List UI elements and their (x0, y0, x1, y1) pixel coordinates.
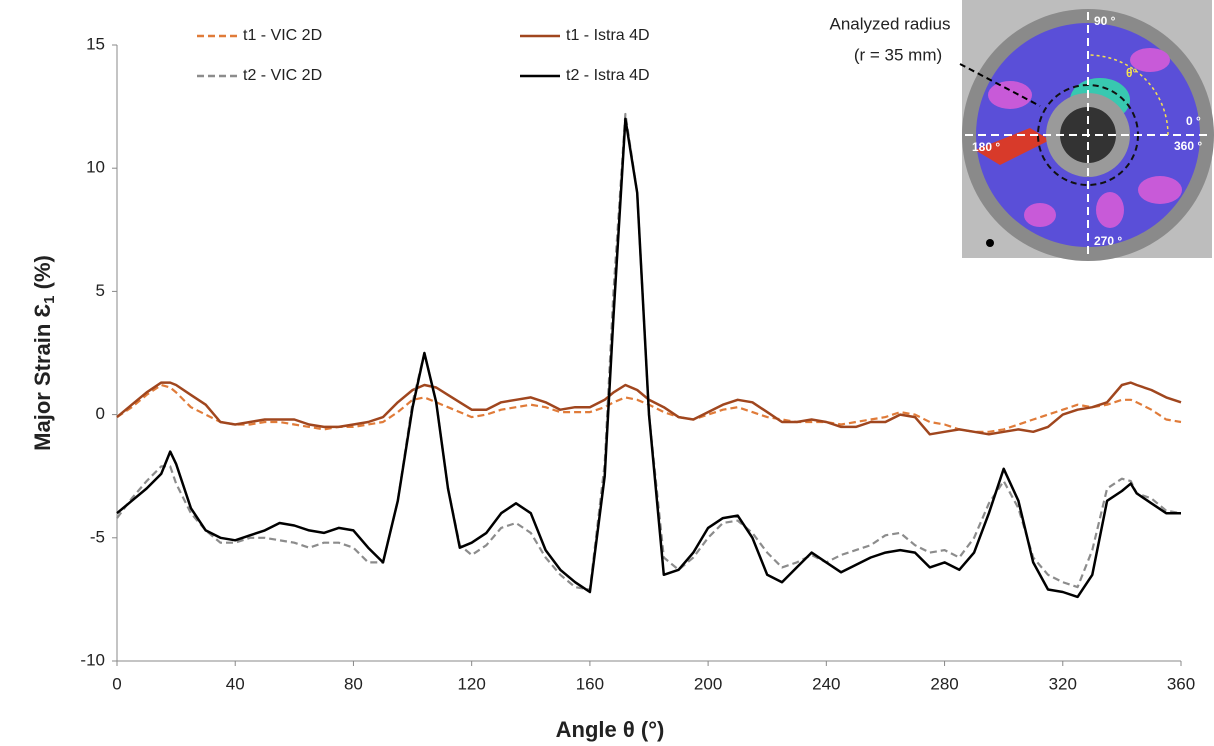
y-tick-label: -5 (90, 527, 105, 546)
angle-label: 270 ° (1094, 234, 1122, 248)
series-line (116, 117, 1181, 599)
series-line (116, 383, 1182, 433)
y-tick-label: 15 (86, 34, 105, 53)
x-tick-label: 200 (694, 674, 722, 693)
x-tick-label: 240 (812, 674, 840, 693)
x-tick-label: 120 (457, 674, 485, 693)
y-tick-label: 5 (96, 281, 105, 300)
angle-label: 0 ° (1186, 114, 1201, 128)
x-tick-label: 0 (112, 674, 121, 693)
y-title-sub: 1 (41, 295, 58, 303)
legend-label: t2 - Istra 4D (566, 67, 650, 84)
angle-label: 360 ° (1174, 139, 1202, 153)
y-axis-title: Major Strain Ɛ1 (%) (30, 255, 58, 451)
y-title-main: Major Strain Ɛ (30, 304, 55, 451)
y-tick-label: 10 (86, 158, 105, 177)
x-tick-label: 160 (576, 674, 604, 693)
x-tick-label: 320 (1049, 674, 1077, 693)
x-tick-label: 280 (930, 674, 958, 693)
x-tick-label: 80 (344, 674, 363, 693)
x-tick-label: 360 (1167, 674, 1195, 693)
callout-text: Analyzed radius (830, 14, 951, 33)
legend-label: t1 - Istra 4D (566, 27, 650, 44)
x-axis-title: Angle θ (°) (556, 717, 665, 742)
angle-label: 90 ° (1094, 14, 1116, 28)
x-tick-label: 40 (226, 674, 245, 693)
inset-photo (959, 0, 1214, 261)
series-line (116, 381, 1182, 436)
angle-label: θ° (1126, 66, 1137, 80)
angle-label: 180 ° (972, 140, 1000, 154)
legend-label: t2 - VIC 2D (243, 67, 322, 84)
y-tick-label: 0 (96, 404, 105, 423)
y-tick-label: -10 (80, 650, 105, 669)
legend-label: t1 - VIC 2D (243, 27, 322, 44)
y-title-unit: (%) (30, 255, 55, 295)
callout-text: (r = 35 mm) (854, 45, 942, 64)
